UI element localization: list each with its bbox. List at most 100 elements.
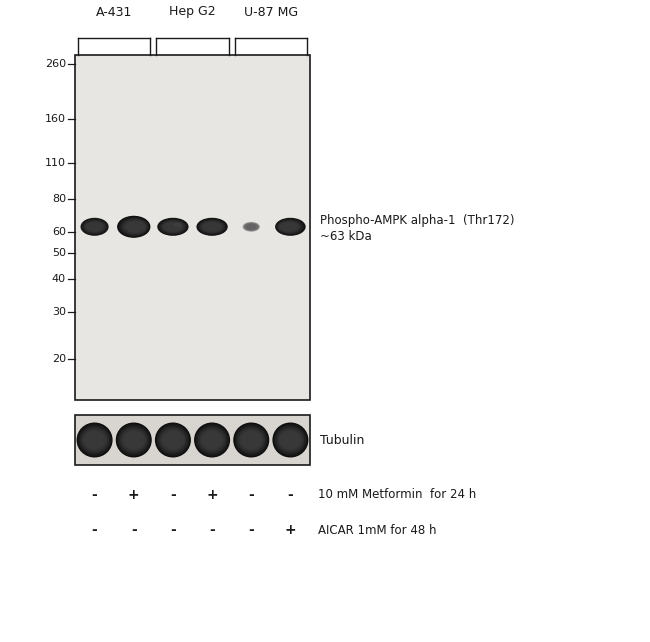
Text: 40: 40 [52,274,66,284]
Ellipse shape [79,426,110,455]
Ellipse shape [280,221,299,232]
Ellipse shape [127,221,145,232]
Ellipse shape [81,218,109,236]
Ellipse shape [239,429,263,451]
Ellipse shape [243,222,259,232]
Ellipse shape [245,223,257,230]
Ellipse shape [83,429,107,451]
Ellipse shape [242,221,260,232]
Ellipse shape [163,432,183,448]
Ellipse shape [237,426,266,454]
Ellipse shape [116,424,151,456]
Ellipse shape [240,430,263,450]
Text: 110: 110 [45,157,66,168]
Ellipse shape [83,220,107,234]
Text: -: - [131,523,136,537]
Ellipse shape [241,432,261,448]
Text: 260: 260 [45,58,66,69]
Ellipse shape [276,218,305,236]
Ellipse shape [118,216,150,237]
Ellipse shape [159,219,187,235]
Ellipse shape [201,221,224,233]
Ellipse shape [198,426,227,454]
Text: -: - [209,523,215,537]
Ellipse shape [81,218,108,236]
Text: 60: 60 [52,227,66,238]
Ellipse shape [78,424,111,456]
Ellipse shape [280,222,298,231]
Ellipse shape [195,424,229,456]
Ellipse shape [202,431,223,449]
Text: -: - [170,488,176,502]
Ellipse shape [122,219,148,235]
Ellipse shape [163,221,183,232]
Ellipse shape [200,429,224,451]
Ellipse shape [203,223,220,231]
Ellipse shape [119,426,148,454]
Ellipse shape [198,219,226,235]
Ellipse shape [272,422,309,458]
Ellipse shape [157,426,188,455]
Ellipse shape [279,221,300,232]
Ellipse shape [201,430,224,450]
Text: +: + [206,488,218,502]
Ellipse shape [162,221,183,232]
Ellipse shape [196,218,227,236]
Text: 10 mM Metformin  for 24 h: 10 mM Metformin for 24 h [318,489,476,501]
Text: Tubulin: Tubulin [320,433,365,446]
Ellipse shape [119,217,150,237]
Ellipse shape [273,424,307,456]
Ellipse shape [164,223,181,231]
Ellipse shape [202,221,222,232]
Ellipse shape [160,428,186,452]
Text: -: - [92,488,98,502]
Ellipse shape [159,428,187,453]
Ellipse shape [123,220,147,234]
Ellipse shape [116,422,151,458]
Ellipse shape [281,432,300,448]
Ellipse shape [158,426,188,454]
Ellipse shape [197,218,227,236]
Ellipse shape [81,428,109,453]
Ellipse shape [155,422,191,458]
Ellipse shape [276,426,305,454]
Ellipse shape [84,431,105,449]
Ellipse shape [161,220,185,233]
Ellipse shape [85,221,104,232]
Ellipse shape [202,221,223,232]
Ellipse shape [240,431,262,449]
Ellipse shape [125,221,146,233]
Ellipse shape [124,220,146,234]
Ellipse shape [158,218,188,236]
FancyBboxPatch shape [75,415,310,465]
Ellipse shape [121,218,148,236]
Ellipse shape [276,428,304,453]
Text: Phospho-AMPK alpha-1  (Thr172): Phospho-AMPK alpha-1 (Thr172) [320,214,515,227]
Ellipse shape [278,429,303,451]
Ellipse shape [82,219,107,235]
Ellipse shape [118,424,150,456]
Ellipse shape [236,426,266,455]
Ellipse shape [279,430,302,450]
Ellipse shape [160,220,186,234]
Ellipse shape [278,220,302,233]
Ellipse shape [120,218,149,236]
Ellipse shape [161,430,185,450]
Ellipse shape [81,428,108,452]
Text: ~63 kDa: ~63 kDa [320,230,372,243]
Ellipse shape [275,218,306,236]
Ellipse shape [199,428,225,452]
Ellipse shape [157,218,188,236]
Text: AICAR 1mM for 48 h: AICAR 1mM for 48 h [318,523,437,537]
Ellipse shape [174,222,182,227]
Ellipse shape [243,222,259,231]
Text: +: + [285,523,296,537]
Ellipse shape [86,222,103,231]
Text: 80: 80 [52,195,66,204]
Text: -: - [170,523,176,537]
Ellipse shape [278,221,300,233]
Ellipse shape [203,222,222,231]
Ellipse shape [122,429,146,451]
Text: +: + [128,488,140,502]
Ellipse shape [84,220,105,233]
